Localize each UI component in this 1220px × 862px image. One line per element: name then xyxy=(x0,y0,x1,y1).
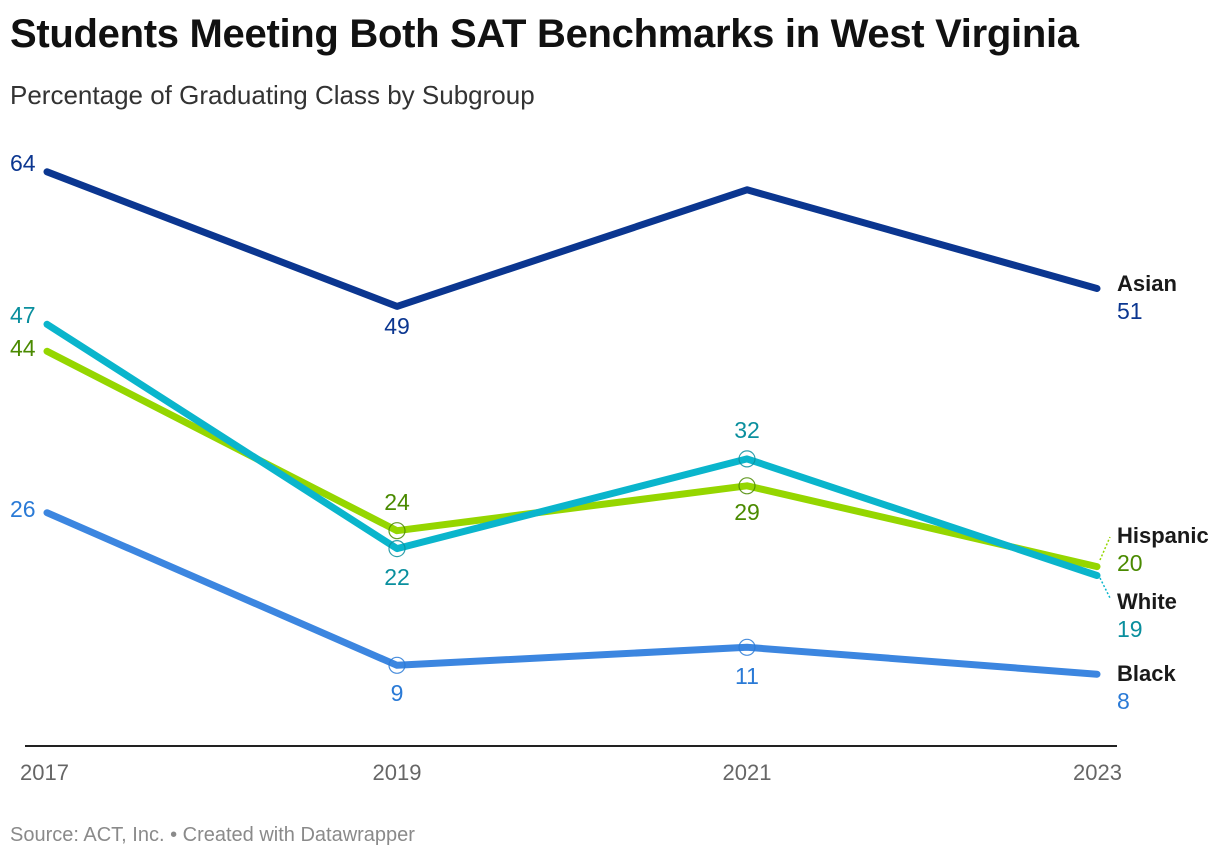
value-label-white: 32 xyxy=(734,417,760,443)
point-marker-hispanic xyxy=(388,522,406,540)
value-label-asian: 64 xyxy=(10,150,36,176)
value-label-asian: 51 xyxy=(1117,298,1143,324)
series-label-white: White xyxy=(1117,589,1177,614)
point-marker-hispanic xyxy=(738,477,756,495)
point-marker-black xyxy=(388,656,406,674)
x-tick-label: 2019 xyxy=(373,760,422,785)
series-line-asian xyxy=(43,168,1101,310)
value-label-hispanic: 24 xyxy=(384,489,410,515)
value-label-hispanic: 20 xyxy=(1117,550,1143,576)
x-tick-label: 2017 xyxy=(20,760,69,785)
value-label-hispanic: 29 xyxy=(734,499,760,525)
value-label-black: 9 xyxy=(391,680,404,706)
point-marker-white xyxy=(738,450,756,468)
value-label-black: 26 xyxy=(10,496,36,522)
label-connector-white xyxy=(1099,577,1111,599)
series-label-black: Black xyxy=(1117,661,1176,686)
label-connector-hispanic xyxy=(1099,536,1111,561)
point-marker-white xyxy=(388,539,406,558)
x-tick-label: 2021 xyxy=(723,760,772,785)
chart-subtitle: Percentage of Graduating Class by Subgro… xyxy=(10,80,535,110)
value-label-hispanic: 44 xyxy=(10,335,36,361)
value-label-white: 22 xyxy=(384,564,410,590)
value-label-black: 11 xyxy=(735,663,759,689)
value-label-white: 47 xyxy=(10,302,36,328)
series-line-black xyxy=(43,509,1101,678)
series-line-hispanic xyxy=(43,347,1101,571)
value-label-white: 19 xyxy=(1117,616,1143,642)
point-marker-black xyxy=(738,638,756,656)
value-label-black: 8 xyxy=(1117,688,1130,714)
source-note: Source: ACT, Inc. • Created with Datawra… xyxy=(10,824,415,846)
x-tick-label: 2023 xyxy=(1073,760,1122,785)
series-line-white xyxy=(43,320,1101,579)
chart-title: Students Meeting Both SAT Benchmarks in … xyxy=(10,12,1079,56)
value-label-asian: 49 xyxy=(384,313,410,339)
series-label-asian: Asian xyxy=(1117,271,1177,296)
series-label-hispanic: Hispanic xyxy=(1117,523,1209,548)
